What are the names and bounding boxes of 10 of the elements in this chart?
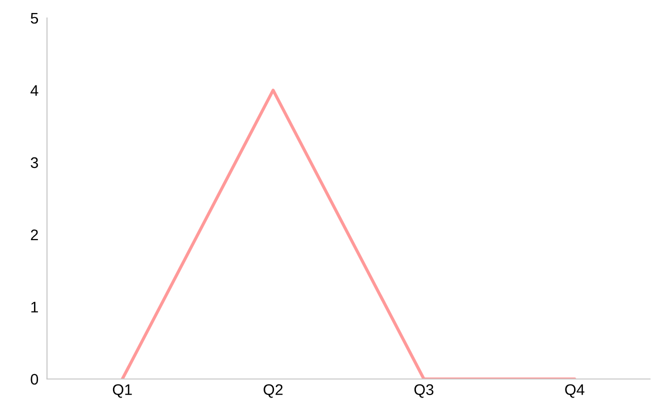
y-tick-label: 0 <box>30 374 38 385</box>
y-tick-label: 1 <box>31 302 38 312</box>
x-tick-label: Q4 <box>565 384 584 398</box>
y-tick-label: 2 <box>30 229 38 240</box>
y-tick-label: 3 <box>30 157 38 168</box>
y-tick-label: 5 <box>30 13 38 24</box>
x-tick-label: Q1 <box>112 384 132 398</box>
y-tick-label: 4 <box>30 85 38 96</box>
x-tick-label: Q2 <box>264 384 283 398</box>
x-tick-label: Q3 <box>414 384 434 398</box>
